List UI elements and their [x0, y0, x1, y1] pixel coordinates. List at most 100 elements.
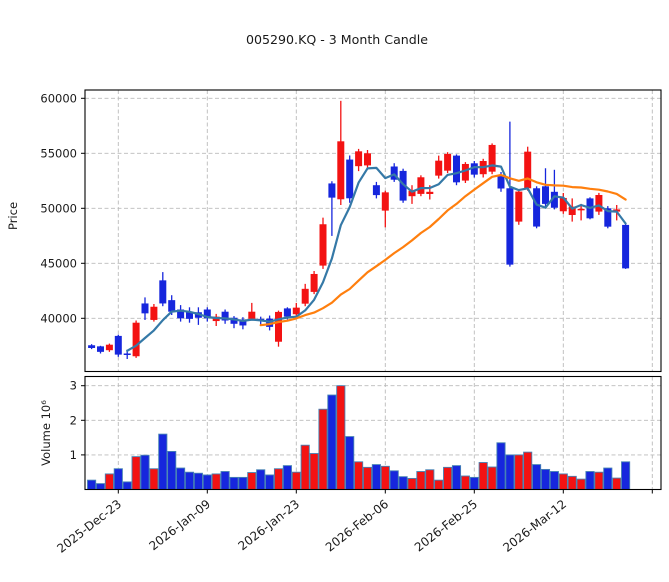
- volume-bar-2026-Mar-16: [576, 478, 586, 490]
- candle-body: [453, 155, 460, 183]
- candle-body: [292, 307, 300, 315]
- candle-2025-Dec-19: [97, 345, 104, 354]
- price-panel-spine: [84, 89, 662, 373]
- candle-body: [408, 190, 416, 197]
- candle-body: [595, 194, 603, 212]
- volume-bar-2026-Jan-15: [238, 476, 248, 490]
- candle-2026-Feb-10: [399, 168, 407, 203]
- candle-body: [346, 159, 354, 199]
- candle-body: [248, 311, 256, 319]
- candle-body: [123, 353, 131, 355]
- volume-bar-2025-Dec-24: [122, 481, 132, 490]
- volume-bar-2026-Feb-03: [354, 461, 364, 490]
- volume-bar-2026-Feb-10: [398, 476, 408, 490]
- candle-2026-Jan-27: [310, 271, 318, 295]
- candle-2026-Feb-23: [453, 154, 460, 186]
- volume-bar-2025-Dec-19: [95, 483, 106, 490]
- volume-bar-2026-Feb-23: [451, 465, 462, 490]
- candle-2026-Feb-25: [470, 161, 478, 178]
- moving-average-lines: [126, 164, 627, 352]
- candle-2026-Jan-07: [186, 307, 193, 323]
- candle-2025-Dec-29: [141, 297, 149, 320]
- volume-bar-2026-Mar-03: [496, 442, 506, 490]
- candle-2025-Dec-23: [114, 334, 122, 357]
- volume-bar-2026-Jan-30: [336, 385, 346, 490]
- candle-body: [355, 151, 363, 167]
- x-tick-label: 2026-Jan-09: [146, 497, 213, 553]
- price-tick-label: 45000: [40, 256, 77, 270]
- x-tick-label: 2026-Mar-12: [500, 497, 569, 555]
- volume-tick-label: 3: [70, 379, 77, 393]
- candle-body: [533, 188, 541, 227]
- volume-bar-2026-Jan-14: [229, 476, 239, 490]
- price-tick-label: 60000: [40, 91, 77, 105]
- candle-body: [577, 208, 585, 211]
- chart-title: 005290.KQ - 3 Month Candle: [246, 32, 428, 47]
- candle-2026-Mar-11: [550, 169, 558, 210]
- candle-body: [328, 183, 336, 198]
- candle-2026-Jan-30: [337, 100, 345, 205]
- volume-bar-2026-Feb-06: [380, 465, 390, 490]
- candle-body: [390, 166, 398, 180]
- candle-2026-Jan-13: [221, 309, 229, 324]
- volume-bar-2026-Mar-18: [594, 471, 604, 490]
- volume-bar-2025-Dec-30: [149, 468, 159, 490]
- candle-body: [470, 163, 478, 175]
- candle-2026-Jan-02: [159, 272, 167, 307]
- volume-bar-2026-Jan-02: [158, 433, 168, 490]
- volume-tick-label: 2: [70, 413, 77, 427]
- volume-bar-2025-Dec-26: [131, 456, 141, 490]
- candle-body: [203, 309, 211, 319]
- price-tick-label: 50000: [40, 201, 77, 215]
- candle-2026-Jan-23: [292, 302, 300, 318]
- volume-bar-2026-Jan-06: [176, 467, 186, 490]
- price-tick-label: 55000: [40, 146, 77, 160]
- candle-body: [381, 192, 389, 211]
- candle-2026-Jan-15: [239, 317, 247, 330]
- candle-body: [177, 309, 185, 319]
- candle-2025-Dec-18: [88, 344, 96, 350]
- price-axis-label: Price: [6, 202, 20, 230]
- candle-body: [364, 153, 371, 166]
- candle-body: [372, 185, 380, 196]
- candle-2026-Mar-10: [542, 168, 549, 208]
- candle-2026-Mar-18: [595, 192, 603, 215]
- volume-bar-2026-Jan-05: [167, 450, 177, 490]
- volume-tick-label: 1: [70, 448, 77, 462]
- volume-bar-2026-Jan-29: [327, 394, 337, 490]
- candle-body: [444, 153, 452, 171]
- axes-spines: [84, 89, 662, 491]
- volume-bar-2026-Mar-09: [532, 464, 542, 490]
- volume-bar-2026-Mar-23: [621, 461, 631, 490]
- volume-bar-2025-Dec-29: [140, 454, 150, 490]
- x-tick-label: 2026-Feb-25: [412, 497, 480, 555]
- volume-bar-2026-Feb-25: [469, 476, 479, 490]
- candle-body: [550, 191, 558, 208]
- candle-2026-Mar-09: [533, 186, 541, 229]
- volume-bar-2026-Feb-05: [371, 464, 381, 490]
- candle-2026-Mar-05: [515, 189, 523, 225]
- candle-body: [88, 345, 96, 348]
- candle-2026-Feb-27: [488, 143, 496, 175]
- candle-body: [230, 317, 238, 324]
- candle-2026-Feb-03: [355, 148, 363, 172]
- candle-body: [105, 344, 113, 351]
- candle-body: [568, 206, 576, 216]
- candle-2026-Mar-04: [506, 121, 514, 267]
- volume-panel-spine: [84, 375, 662, 491]
- candle-2026-Mar-13: [568, 198, 576, 222]
- volume-bar-2026-Mar-19: [603, 467, 613, 490]
- candle-body: [417, 177, 425, 194]
- candle-2026-Feb-19: [435, 155, 443, 179]
- candle-body: [168, 300, 176, 312]
- candle-body: [435, 160, 443, 176]
- volume-bar-2026-Feb-11: [407, 477, 417, 490]
- candle-2026-Feb-12: [417, 175, 425, 197]
- volume-bar-2025-Dec-18: [87, 479, 97, 490]
- volume-bar-2026-Jan-23: [291, 471, 301, 490]
- candle-body: [141, 303, 149, 314]
- candle-body: [604, 208, 612, 227]
- volume-bar-2026-Feb-02: [345, 436, 355, 490]
- candle-2025-Dec-30: [150, 304, 158, 322]
